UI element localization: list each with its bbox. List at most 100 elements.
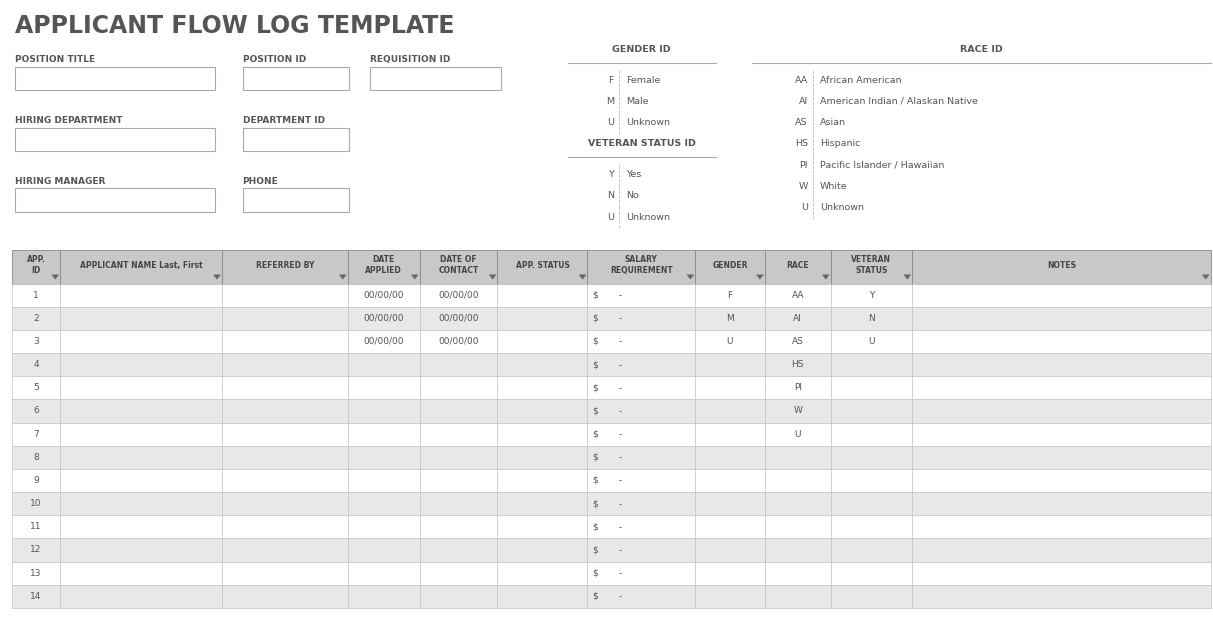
Text: $       -: $ - [593,383,622,393]
Bar [420,585,497,608]
Text: PHONE: PHONE [243,177,278,186]
Text: $       -: $ - [593,314,622,323]
Bar [497,585,587,608]
Bar [912,250,1211,284]
Bar [420,492,497,515]
Text: Male: Male [626,97,649,106]
Bar [587,353,695,376]
Bar [587,250,695,284]
Text: AI: AI [793,314,802,323]
Text: $       -: $ - [593,360,622,369]
Bar [61,399,222,423]
Text: PI: PI [799,161,808,170]
Text: 6: 6 [33,406,39,416]
Bar [12,469,61,492]
Bar [497,469,587,492]
Text: $       -: $ - [593,337,622,346]
Bar [420,469,497,492]
Text: 9: 9 [33,476,39,485]
Text: RACE: RACE [786,260,809,270]
Text: 00/00/00: 00/00/00 [438,290,479,300]
Bar [695,562,764,585]
Bar [243,128,349,151]
Bar [497,492,587,515]
Text: Female: Female [626,76,660,85]
Bar [61,538,222,562]
Text: REFERRED BY: REFERRED BY [256,260,314,270]
Bar [695,538,764,562]
Bar [222,307,348,330]
Bar [695,469,764,492]
Text: U: U [606,213,614,222]
Bar [587,492,695,515]
Bar [497,376,587,399]
Polygon shape [411,275,418,279]
Text: N: N [869,314,875,323]
Bar [497,284,587,307]
Text: AA: AA [795,76,808,85]
Bar [695,446,764,469]
Bar [420,446,497,469]
Bar [370,67,501,90]
Bar [587,469,695,492]
Bar [243,188,349,212]
Bar [764,515,831,538]
Text: $       -: $ - [593,290,622,300]
Bar [831,446,912,469]
Bar [61,469,222,492]
Text: $       -: $ - [593,476,622,485]
Text: Y: Y [869,290,875,300]
Polygon shape [904,275,911,279]
Bar [222,446,348,469]
Bar [912,330,1211,353]
Bar [12,446,61,469]
Bar [348,423,420,446]
Text: 1: 1 [33,290,39,300]
Bar [420,376,497,399]
Text: U: U [727,337,733,346]
Text: $       -: $ - [593,522,622,531]
Bar [912,515,1211,538]
Text: $       -: $ - [593,568,622,578]
Text: F: F [609,76,614,85]
Text: NOTES: NOTES [1047,260,1076,270]
Bar [695,330,764,353]
Text: RACE ID: RACE ID [959,45,1003,54]
Text: HIRING MANAGER: HIRING MANAGER [15,177,106,186]
Bar [420,562,497,585]
Bar [348,353,420,376]
Bar [497,399,587,423]
Bar [348,562,420,585]
Bar [12,376,61,399]
Polygon shape [1202,275,1209,279]
Bar [222,423,348,446]
Bar [912,538,1211,562]
Text: AA: AA [791,290,804,300]
Bar [420,353,497,376]
Bar [587,399,695,423]
Polygon shape [340,275,346,279]
Text: Asian: Asian [820,118,845,127]
Text: HS: HS [795,140,808,148]
Bar [587,446,695,469]
Polygon shape [687,275,694,279]
Polygon shape [579,275,586,279]
Text: GENDER: GENDER [712,260,747,270]
Text: REQUISITION ID: REQUISITION ID [370,56,450,64]
Bar [695,399,764,423]
Bar [831,284,912,307]
Bar [222,284,348,307]
Bar [831,538,912,562]
Polygon shape [489,275,496,279]
Bar [764,307,831,330]
Bar [587,284,695,307]
Polygon shape [52,275,58,279]
Bar [912,376,1211,399]
Bar [587,307,695,330]
Bar [348,492,420,515]
Bar [497,515,587,538]
Bar [420,515,497,538]
Bar [348,399,420,423]
Bar [12,538,61,562]
Bar [348,515,420,538]
